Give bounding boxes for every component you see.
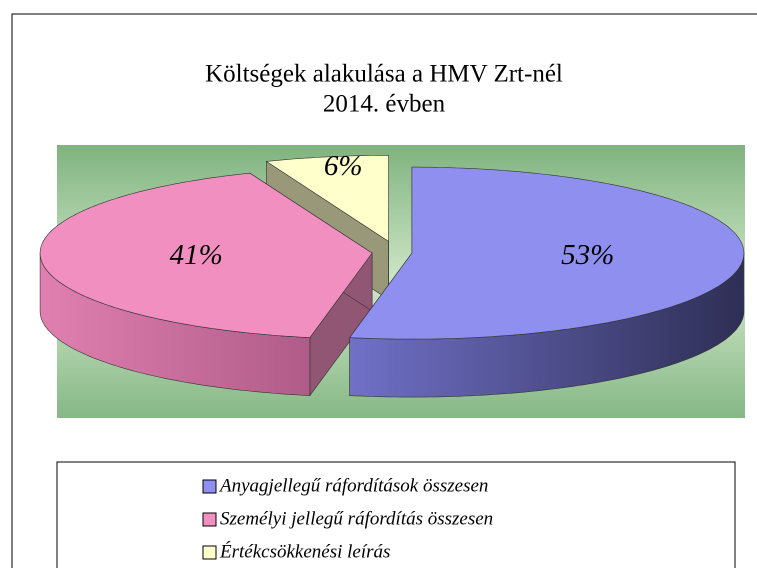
data-label: 6% <box>324 150 363 182</box>
legend-label: Értékcsökkenési leírás <box>219 540 390 562</box>
data-label: 53% <box>561 239 614 271</box>
chart-subtitle: 2014. évben <box>323 91 446 118</box>
legend-label: Személyi jellegű ráfordítás összesen <box>220 508 493 529</box>
legend-swatch <box>202 545 217 560</box>
slice <box>349 166 745 340</box>
pie: 53% 41% 6% <box>39 150 745 398</box>
legend: Anyagjellegű ráfordítások összesen Személ… <box>202 475 493 562</box>
slice <box>265 155 389 242</box>
data-label: 41% <box>170 239 223 271</box>
legend-label: Anyagjellegű ráfordítások összesen <box>218 475 488 496</box>
legend-swatch <box>202 479 217 494</box>
chart-title: Költségek alakulása a HMV Zrt-nél <box>205 61 563 88</box>
legend-box <box>56 461 736 568</box>
legend-swatch <box>202 512 217 527</box>
slice <box>39 172 373 338</box>
